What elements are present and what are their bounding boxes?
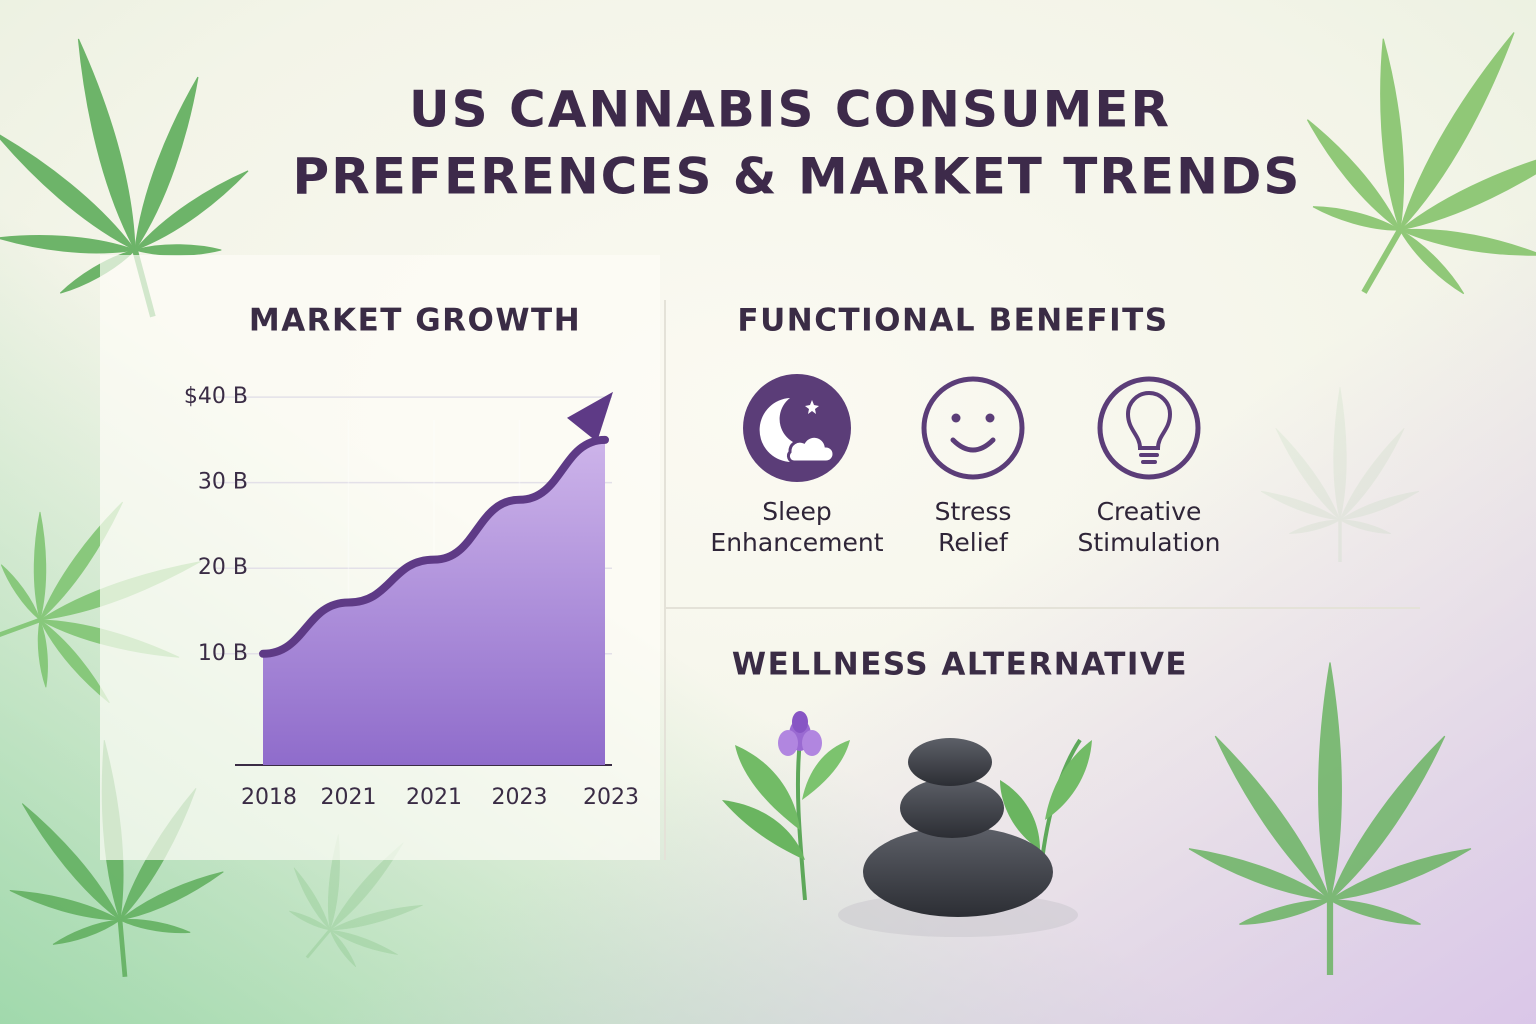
- title-line: US CANNABIS CONSUMER: [409, 81, 1171, 139]
- y-tick-label: 30 B: [198, 470, 248, 495]
- section-title: FUNCTIONAL BENEFITS: [737, 303, 1168, 339]
- star: [805, 400, 819, 414]
- section-title: WELLNESS ALTERNATIVE: [732, 647, 1188, 683]
- chart-title: MARKET GROWTH: [249, 303, 581, 339]
- eye: [951, 413, 961, 423]
- benefit-label: Stress: [935, 497, 1012, 526]
- x-tick-label: 2023: [492, 785, 548, 810]
- x-tick-label: 2021: [321, 785, 377, 810]
- area: [263, 439, 605, 765]
- line: [259, 435, 609, 658]
- x-tick-label: 2023: [583, 785, 639, 810]
- benefit-icons: [743, 374, 1201, 482]
- y-tick-label: 10 B: [198, 641, 248, 666]
- benefit-label: Enhancement: [710, 528, 883, 557]
- title-line: PREFERENCES & MARKET TRENDS: [293, 148, 1302, 206]
- benefit-label: Stimulation: [1078, 528, 1221, 557]
- benefit-label: Sleep: [762, 497, 831, 526]
- y-tick-label: $40 B: [184, 384, 248, 409]
- x-tick-label: 2021: [406, 785, 462, 810]
- bulb-icon: [1097, 376, 1201, 480]
- y-tick-label: 20 B: [198, 555, 248, 580]
- mouth: [950, 437, 996, 453]
- chart: 10 B 20 B 30 B $40 B 2018 2021 2021 2023 2023: [184, 384, 639, 810]
- bulb: [1125, 391, 1173, 450]
- benefit-label: Relief: [938, 528, 1009, 557]
- arrow-head: [567, 391, 613, 442]
- bulb-base: [1139, 453, 1159, 464]
- eye: [985, 413, 995, 423]
- smile-icon: [921, 376, 1025, 480]
- sleep-icon: [743, 374, 851, 482]
- x-tick-label: 2018: [241, 785, 297, 810]
- wellness-illustration: [722, 711, 1092, 937]
- cloud: [786, 434, 836, 464]
- benefit-label: Creative: [1097, 497, 1202, 526]
